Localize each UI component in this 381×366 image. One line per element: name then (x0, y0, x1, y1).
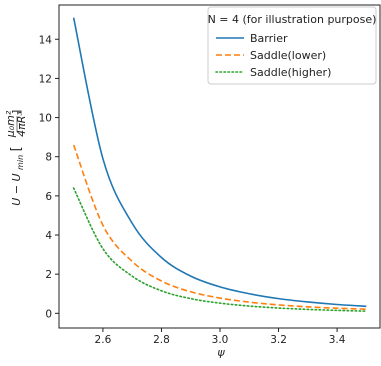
legend-title: N = 4 (for illustration purpose) (208, 13, 377, 26)
y-axis-label-sub: min (16, 155, 25, 170)
y-tick-label: 4 (45, 230, 52, 242)
legend-label: Saddle(higher) (250, 66, 331, 79)
series-line-barrier (72, 17, 367, 308)
y-tick-label: 0 (45, 308, 52, 320)
legend-label: Saddle(lower) (250, 49, 326, 62)
x-tick-label: 2.8 (153, 334, 170, 346)
y-axis-label-main: U − U (10, 173, 23, 205)
y-tick-label: 2 (45, 269, 52, 281)
y-tick-label: 6 (45, 191, 52, 203)
series-line-saddle-lower (72, 144, 367, 311)
axes: 2.6 2.8 3.0 3.2 3.4 0 2 4 6 8 10 12 14 (39, 4, 381, 346)
svg-text:μ₀m²: μ₀m² (4, 110, 17, 138)
legend-frame (207, 6, 377, 85)
plot-area (72, 17, 368, 312)
x-tick-label: 2.6 (95, 334, 112, 346)
series-line-saddle-higher (72, 187, 368, 312)
y-axis-label-num: μ₀m² (4, 110, 17, 138)
svg-text:4πR³: 4πR³ (15, 111, 28, 137)
x-axis-label: ψ (217, 346, 225, 359)
x-tick-label: 3.0 (212, 334, 229, 346)
y-tick-label: 12 (39, 73, 52, 85)
x-tick-label: 3.4 (329, 334, 346, 346)
svg-text:]: ] (10, 110, 23, 114)
y-tick-label: 10 (39, 113, 52, 125)
y-tick-label: 14 (39, 34, 53, 46)
y-axis-label-den: 4πR³ (15, 111, 28, 137)
legend-label: Barrier (250, 32, 288, 45)
svg-text:U − U min [: U − U min [ (9, 146, 26, 205)
x-tick-label: 3.2 (270, 334, 287, 346)
y-axis-label: U − U min [ μ₀m² 4πR³ ] (4, 110, 28, 206)
y-tick-label: 8 (45, 152, 52, 164)
legend: N = 4 (for illustration purpose) Barrier… (207, 6, 377, 85)
